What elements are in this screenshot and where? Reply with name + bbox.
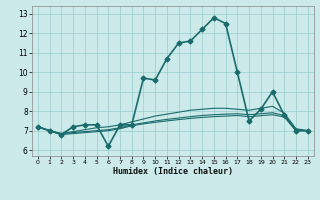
X-axis label: Humidex (Indice chaleur): Humidex (Indice chaleur) [113,167,233,176]
